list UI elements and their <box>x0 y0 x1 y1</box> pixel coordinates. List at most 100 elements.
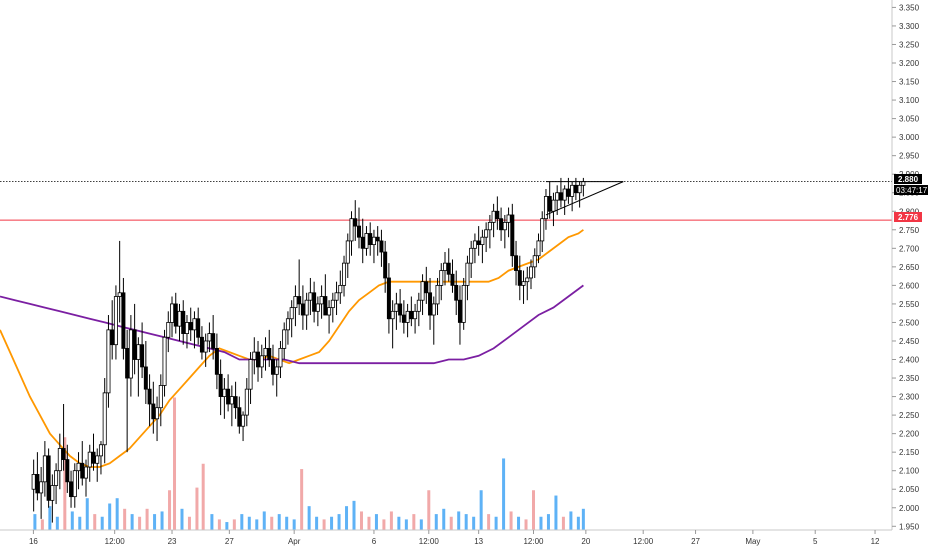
time-tick-label: 20 <box>581 537 590 546</box>
candle-body <box>416 299 421 312</box>
candle-body <box>375 236 380 242</box>
candle-body <box>323 296 328 316</box>
volume-bar <box>397 516 401 530</box>
candle-body <box>65 459 70 483</box>
volume-bar <box>554 495 558 530</box>
candle-body <box>308 292 313 301</box>
time-tick-label: 12:00 <box>523 537 544 546</box>
volume-bar <box>427 490 431 530</box>
candle-body <box>259 355 264 368</box>
candle-body <box>581 181 586 186</box>
volume-bar <box>576 516 580 530</box>
volume-bar <box>457 511 461 530</box>
price-levels-layer <box>0 181 892 221</box>
countdown-tag <box>894 185 928 195</box>
candle-body <box>334 292 339 301</box>
candle-body <box>510 214 515 257</box>
candle-body <box>349 218 354 242</box>
volume-bar <box>70 511 74 530</box>
volume-bar <box>285 516 289 530</box>
last-price-tag <box>894 174 922 184</box>
level-price-label: 2.776 <box>898 213 919 222</box>
candle-body <box>46 455 51 501</box>
volume-bar <box>100 516 104 530</box>
candle-body <box>256 351 261 368</box>
volume-bar <box>33 514 37 530</box>
candle-body <box>330 299 335 309</box>
candle-body <box>469 247 474 264</box>
candle-body <box>267 347 272 360</box>
candle-body <box>394 303 399 312</box>
candle-body <box>446 262 451 275</box>
candle-body <box>555 192 560 201</box>
volume-bar <box>442 508 446 530</box>
moving-average-line <box>0 284 584 365</box>
volume-bar <box>78 516 82 530</box>
candle-body <box>315 303 320 312</box>
volume-bar <box>240 514 244 530</box>
candle-body <box>84 466 89 479</box>
candle-body <box>128 329 133 379</box>
volume-bar <box>115 498 119 530</box>
candle-body <box>121 292 126 349</box>
candle-body <box>110 329 115 346</box>
candle-body <box>192 318 197 331</box>
candle-body <box>338 284 343 294</box>
volume-bar <box>55 516 59 530</box>
candle-body <box>499 218 504 231</box>
price-tick-label: 3.350 <box>899 3 920 12</box>
candle-body <box>263 347 268 357</box>
time-tick-label: 12:00 <box>633 537 654 546</box>
volume-bar <box>337 514 341 530</box>
candle-body <box>289 307 294 320</box>
candle-body <box>188 322 193 331</box>
candle-body <box>147 388 152 405</box>
volume-bar <box>225 522 229 530</box>
candle-body <box>282 329 287 349</box>
candle-body <box>562 188 567 201</box>
candle-body <box>80 462 85 479</box>
candle-body <box>241 414 246 427</box>
candle-body <box>398 303 403 316</box>
time-axis[interactable]: 16 12:00 23 27 Apr 6 12:00 13 12:00 20 12:00 27 May 5… <box>29 530 880 546</box>
candle-body <box>285 318 290 331</box>
volume-bar <box>93 514 97 530</box>
candle-body <box>521 281 526 286</box>
candle-body <box>181 310 186 334</box>
price-tick-label: 3.200 <box>899 59 920 68</box>
price-tick-label: 3.050 <box>899 115 920 124</box>
candle-body <box>270 359 275 375</box>
candle-body <box>495 210 500 220</box>
volume-bar <box>322 519 326 530</box>
time-tick-label: 12:00 <box>419 537 440 546</box>
price-tick-label: 3.100 <box>899 96 920 105</box>
candle-body <box>413 310 418 320</box>
candle-body <box>300 303 305 316</box>
volume-bar <box>300 469 304 530</box>
candle-body <box>278 347 283 368</box>
candle-body <box>577 184 582 194</box>
candle-body <box>435 284 440 305</box>
volume-layer <box>33 397 585 530</box>
price-tick-label: 2.000 <box>899 504 920 513</box>
candle-body <box>170 303 175 323</box>
time-tick-label: May <box>745 537 760 546</box>
moving-average-layer <box>0 229 584 468</box>
candle-body <box>356 225 361 238</box>
volume-bar <box>412 514 416 530</box>
time-tick-label: 5 <box>813 537 818 546</box>
candle-body <box>570 184 575 197</box>
volume-bar <box>382 519 386 530</box>
volume-bar <box>40 519 44 530</box>
candle-body <box>506 214 511 223</box>
candle-body <box>304 299 309 316</box>
candle-body <box>442 262 447 271</box>
candle-body <box>91 451 96 464</box>
volume-bar <box>173 397 177 530</box>
volume-bar <box>517 516 521 530</box>
time-tick-label: 27 <box>691 537 700 546</box>
time-tick-label: 6 <box>372 537 377 546</box>
time-tick-label: 27 <box>225 537 234 546</box>
candle-body <box>132 329 137 360</box>
